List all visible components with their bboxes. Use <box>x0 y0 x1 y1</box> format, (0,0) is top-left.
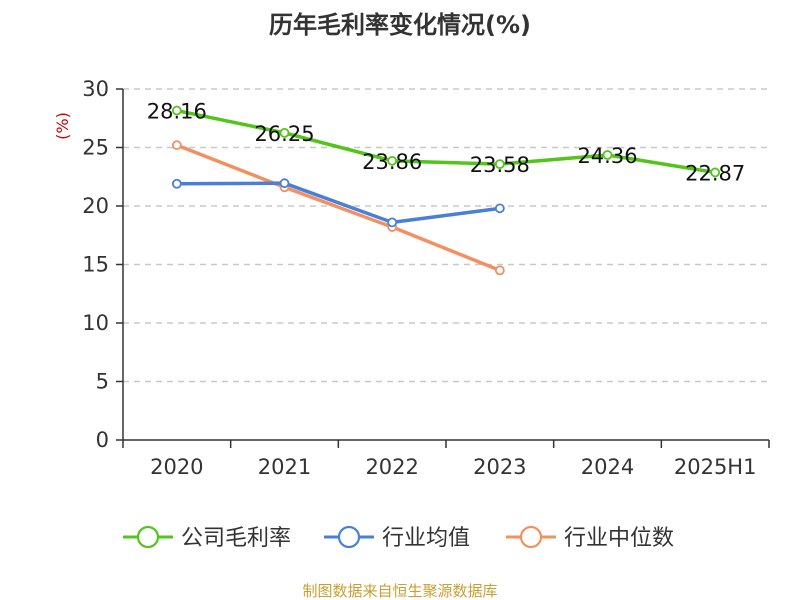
data-point <box>494 203 505 214</box>
data-label: 26.25 <box>254 122 314 146</box>
series-group: 28.16 26.25 23.86 23.58 24.36 22.87 <box>147 100 745 276</box>
legend-marker <box>519 525 543 549</box>
data-label: 23.86 <box>362 150 422 174</box>
data-point <box>387 217 398 228</box>
legend-label: 行业中位数 <box>564 526 674 551</box>
legend: 公司毛利率 行业均值 行业中位数 <box>123 525 674 551</box>
x-tick-label: 2020 <box>150 455 203 479</box>
data-label: 28.16 <box>147 100 207 124</box>
y-tick-label: 30 <box>82 77 109 101</box>
data-point <box>602 150 613 160</box>
y-tick-label: 10 <box>82 311 109 335</box>
legend-marker <box>136 525 160 549</box>
axes: 0 5 10 15 20 25 30 2020 2021 2022 2023 2024 2025H1 <box>82 77 770 479</box>
x-tick-label: 2025H1 <box>674 455 757 479</box>
x-tick-label: 2023 <box>473 455 526 479</box>
series-line <box>176 181 501 225</box>
series-1 <box>171 178 505 228</box>
x-tick-label: 2021 <box>258 455 311 479</box>
data-label: 22.87 <box>685 161 745 185</box>
data-point <box>710 167 721 178</box>
data-point <box>171 105 182 116</box>
y-tick-label: 0 <box>96 428 109 452</box>
y-tick-label: 15 <box>82 253 109 277</box>
chart-title: 历年毛利率变化情况(%) <box>269 11 531 39</box>
data-label: 23.58 <box>470 153 530 177</box>
legend-marker <box>337 525 361 549</box>
y-tick-label: 20 <box>82 194 109 218</box>
data-point <box>494 265 505 276</box>
data-point <box>279 178 290 189</box>
data-point <box>494 159 505 170</box>
legend-label: 行业均值 <box>382 526 470 551</box>
data-label: 24.36 <box>577 144 637 168</box>
grid-lines <box>123 88 769 383</box>
x-tick-label: 2022 <box>365 455 418 479</box>
series-line <box>176 108 716 175</box>
series-0: 28.16 26.25 23.86 23.58 24.36 22.87 <box>147 100 745 186</box>
data-point <box>387 155 398 166</box>
data-point <box>171 178 182 189</box>
legend-item-1: 行业均值 <box>324 525 470 551</box>
legend-item-2: 行业中位数 <box>506 525 674 551</box>
series-line <box>176 143 501 272</box>
y-axis-label: (%) <box>53 112 72 140</box>
legend-label: 公司毛利率 <box>181 526 291 551</box>
y-tick-label: 5 <box>96 370 109 394</box>
legend-item-0: 公司毛利率 <box>123 525 291 551</box>
data-point <box>171 140 182 151</box>
y-tick-label: 25 <box>82 136 109 160</box>
data-point <box>279 127 290 138</box>
source-footer: 制图数据来自恒生聚源数据库 <box>302 582 497 600</box>
x-tick-label: 2024 <box>581 455 634 479</box>
